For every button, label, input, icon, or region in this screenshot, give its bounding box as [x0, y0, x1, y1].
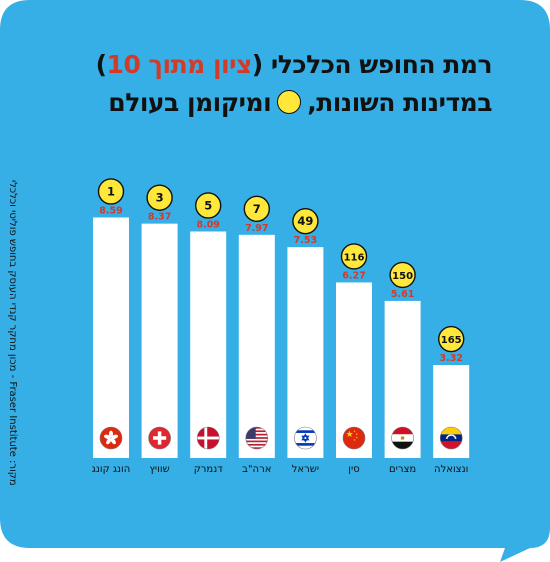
bar-group: 3.32 165 ונצואלה [433, 325, 470, 475]
rank-circle [389, 261, 416, 289]
chart-title-line-1: רמת החופש הכלכלי (ציון מתוך 10) [95, 50, 493, 79]
bar-group: 8.37 3 שוויץ [141, 184, 178, 475]
rank-legend-dot-icon [277, 90, 302, 114]
value-label: 6.27 [342, 270, 365, 281]
value-label: 3.32 [439, 353, 462, 364]
rank-circle [243, 195, 270, 223]
category-label: מצרים [389, 464, 416, 475]
value-label: 7.53 [294, 235, 317, 246]
rank-label: 165 [441, 335, 462, 346]
bar [141, 223, 178, 458]
bar [190, 231, 227, 458]
bar-group: 5.61 150 מצרים [384, 261, 421, 475]
flag-egypt-icon [391, 427, 414, 449]
rank-label: 5 [204, 198, 212, 212]
category-label: ישראל [292, 464, 319, 475]
flag-hong-kong-icon [100, 427, 122, 449]
bar-group: 6.27 116 סין [336, 243, 372, 475]
rank-label: 3 [156, 191, 164, 205]
category-label: ונצואלה [434, 464, 468, 475]
rank-circle [146, 184, 173, 211]
bar-group: 8.09 5 דנמרק [190, 192, 227, 475]
rank-circle [194, 192, 222, 219]
bar [93, 217, 129, 458]
rank-circle [97, 178, 125, 205]
rank-label: 49 [297, 214, 313, 228]
value-label: 8.59 [99, 205, 122, 216]
title-line2-pre: במדינות השונות, [307, 88, 492, 117]
title-line2-post: ומיקומן בעולם [108, 88, 272, 117]
rank-label: 150 [392, 271, 413, 282]
chart-title-line-2: במדינות השונות, ומיקומן בעולם [108, 88, 492, 117]
bar-group: 7.97 7 ארה"ב [238, 195, 275, 475]
bar [238, 234, 275, 458]
flag-venezuela-icon [440, 427, 463, 449]
title-highlight: ציון מתוך 10 [106, 50, 253, 79]
rank-label: 7 [253, 202, 261, 216]
category-label: שוויץ [150, 464, 170, 475]
source-text: מקור: Fraser Institute - מכון מחקר קנדי … [7, 180, 18, 486]
flag-denmark-icon [197, 427, 220, 449]
rank-label: 116 [344, 252, 365, 263]
category-label: ארה"ב [242, 464, 271, 475]
title-line1-pre: רמת החופש הכלכלי ( [251, 50, 493, 79]
flag-china-icon [343, 427, 365, 449]
flag-usa-icon [245, 427, 268, 449]
category-label: דנמרק [194, 464, 224, 475]
bar [287, 247, 324, 458]
title-line1-post: ) [95, 50, 107, 79]
value-label: 5.61 [391, 289, 414, 300]
rank-label: 1 [107, 184, 115, 198]
source-note: מקור: Fraser Institute - מכון מחקר קנדי … [6, 180, 20, 520]
category-label: הונג קונג [92, 464, 131, 475]
flag-switzerland-icon [148, 427, 171, 449]
rank-circle [340, 243, 368, 270]
flag-israel-icon [294, 427, 317, 449]
rank-circle [438, 325, 465, 353]
category-label: סין [348, 464, 359, 475]
value-label: 8.09 [196, 219, 219, 230]
value-label: 8.37 [148, 212, 171, 223]
bar-group: 7.53 49 ישראל [287, 207, 324, 475]
bar-group: 8.59 1 הונג קונג [92, 178, 131, 475]
value-label: 7.97 [245, 223, 268, 234]
rank-circle [292, 207, 319, 235]
